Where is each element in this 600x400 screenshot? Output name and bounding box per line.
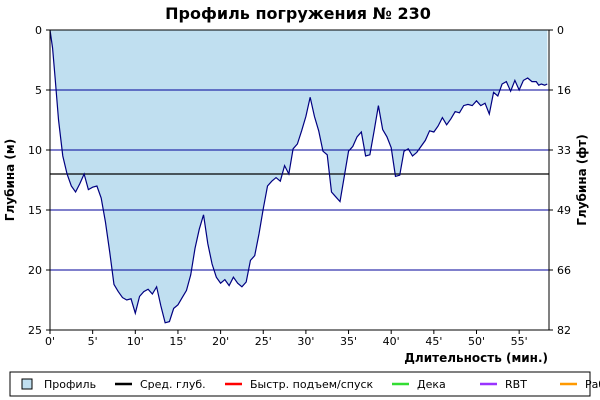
x-tick-label: 10' [127,335,144,348]
y-right-tick-label: 33 [557,144,571,157]
plot-area [49,29,550,331]
tick-labels: 0' 5' 10' 15' 20' 25' 30' 35' 40' 45' 50' 55' 0 5 10 15… [28,24,571,348]
y-tick-label: 5 [35,84,42,97]
legend-label: Быстр. подъем/спуск [250,378,374,391]
y-tick-label: 15 [28,204,42,217]
x-tick-label: 25' [255,335,272,348]
y-right-tick-label: 82 [557,324,571,337]
y-tick-label: 20 [28,264,42,277]
x-tick-label: 35' [340,335,357,348]
legend-label: Дека [417,378,446,391]
y-right-tick-label: 16 [557,84,571,97]
x-tick-label: 5' [88,335,98,348]
y-right-tick-label: 0 [557,24,564,37]
legend-label: Профиль [44,378,96,391]
y-axis-label: Глубина (м) [3,139,17,221]
x-tick-label: 40' [383,335,400,348]
y-tick-label: 10 [28,144,42,157]
x-tick-label: 45' [425,335,442,348]
y-tick-label: 25 [28,324,42,337]
y-right-axis-label: Глубина (фт) [575,134,589,225]
chart-title: Профиль погружения № 230 [165,4,431,23]
x-tick-label: 30' [297,335,314,348]
profile-area [50,30,548,323]
x-axis-label: Длительность (мин.) [404,351,548,365]
legend-label: Сред. глуб. [140,378,206,391]
profile-line [49,29,548,324]
x-tick-label: 55' [511,335,528,348]
y-right-tick-label: 49 [557,204,571,217]
legend-label: Раб. [585,378,600,391]
x-tick-label: 15' [169,335,186,348]
y-tick-label: 0 [35,24,42,37]
x-tick-label: 0' [45,335,55,348]
legend-swatch-box [21,378,33,390]
plot-frame [49,29,550,331]
y-right-tick-label: 66 [557,264,571,277]
x-tick-label: 20' [212,335,229,348]
legend: Профиль Сред. глуб. Быстр. подъем/спуск Дек… [9,371,600,397]
legend-label: RBT [505,378,527,391]
x-tick-label: 50' [468,335,485,348]
